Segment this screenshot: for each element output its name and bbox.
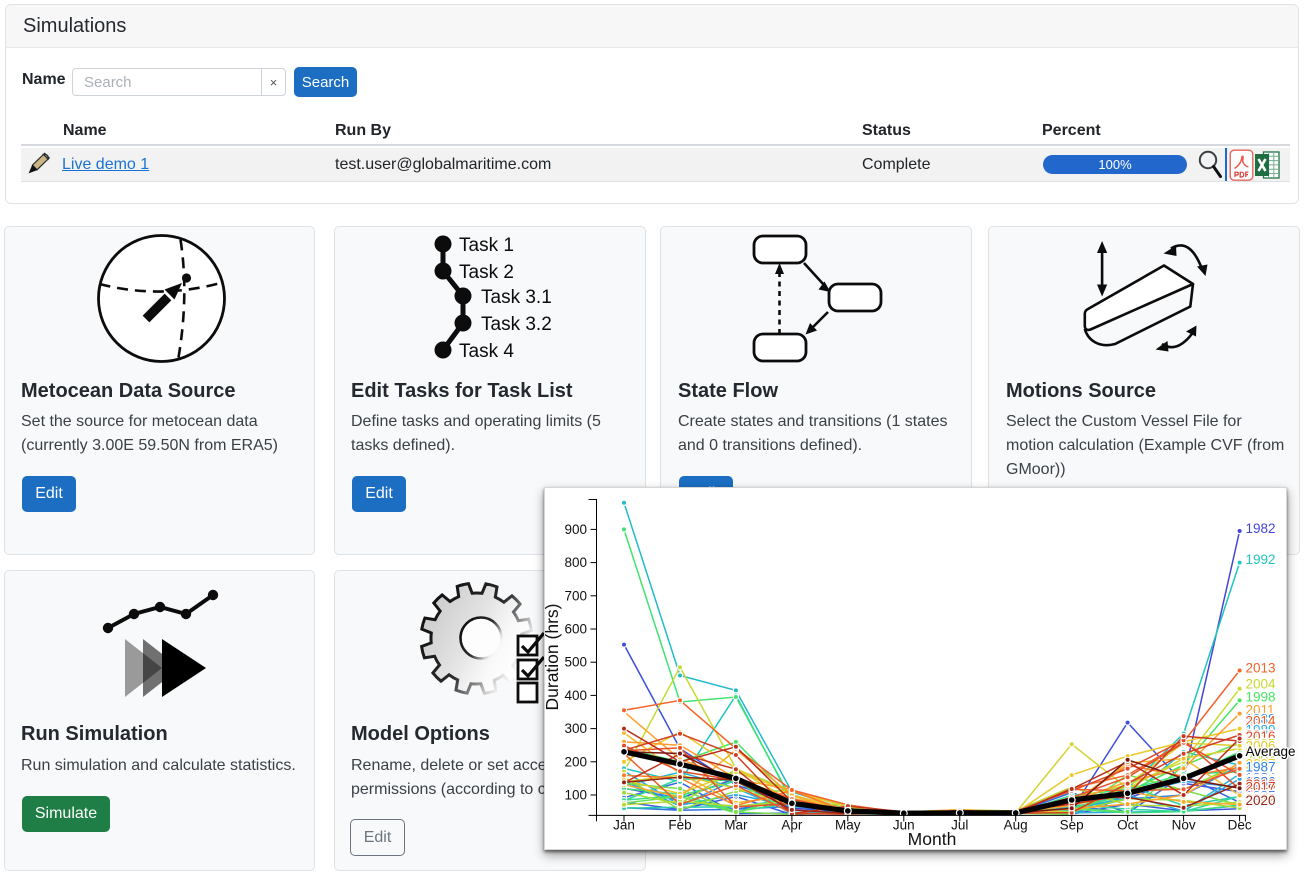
svg-text:300: 300	[564, 721, 587, 736]
svg-text:1988: 1988	[1246, 712, 1276, 727]
svg-text:1986: 1986	[1246, 775, 1276, 790]
svg-text:1989: 1989	[1246, 723, 1276, 738]
svg-text:200: 200	[564, 754, 587, 769]
svg-text:2005: 2005	[1246, 737, 1276, 752]
svg-text:2003: 2003	[1246, 751, 1276, 766]
svg-text:Average: Average	[1246, 744, 1296, 759]
svg-text:2013: 2013	[1246, 661, 1276, 676]
svg-text:Nov: Nov	[1172, 818, 1196, 833]
svg-text:2017: 2017	[1246, 780, 1276, 795]
svg-text:100: 100	[564, 788, 587, 803]
svg-text:1998: 1998	[1246, 690, 1276, 705]
svg-text:800: 800	[564, 555, 587, 570]
svg-text:1987: 1987	[1246, 760, 1276, 775]
svg-text:Dec: Dec	[1228, 818, 1252, 833]
svg-text:2014: 2014	[1246, 714, 1277, 729]
svg-text:2006: 2006	[1246, 739, 1276, 754]
svg-text:1984: 1984	[1246, 771, 1277, 786]
svg-text:Mar: Mar	[724, 818, 748, 833]
svg-text:Apr: Apr	[781, 818, 803, 833]
svg-text:1992: 1992	[1246, 552, 1276, 567]
svg-text:Sep: Sep	[1060, 818, 1084, 833]
svg-text:1995: 1995	[1246, 773, 1276, 788]
svg-text:Aug: Aug	[1004, 818, 1028, 833]
svg-text:Jan: Jan	[613, 818, 635, 833]
svg-text:600: 600	[564, 622, 587, 637]
svg-text:Oct: Oct	[1117, 818, 1138, 833]
svg-text:2010: 2010	[1246, 774, 1276, 789]
svg-text:2020: 2020	[1246, 793, 1276, 808]
svg-text:700: 700	[564, 588, 587, 603]
svg-text:Task 4: Task 4	[459, 341, 514, 362]
svg-text:Feb: Feb	[668, 818, 691, 833]
svg-text:Task 3.2: Task 3.2	[481, 314, 552, 335]
svg-text:2009: 2009	[1246, 791, 1276, 806]
svg-text:1999: 1999	[1246, 725, 1276, 740]
svg-text:2011: 2011	[1246, 703, 1275, 718]
svg-text:Jul: Jul	[951, 818, 968, 833]
svg-text:Task 1: Task 1	[459, 235, 514, 256]
svg-text:400: 400	[564, 688, 587, 703]
svg-text:2019: 2019	[1246, 728, 1276, 743]
svg-text:2018: 2018	[1246, 777, 1276, 792]
svg-text:Month: Month	[908, 829, 957, 849]
svg-text:2016: 2016	[1246, 729, 1276, 744]
svg-text:Duration (hrs): Duration (hrs)	[544, 604, 562, 711]
svg-text:Jun: Jun	[893, 818, 915, 833]
svg-text:May: May	[835, 818, 861, 833]
svg-text:Task 3.1: Task 3.1	[481, 287, 552, 308]
svg-text:500: 500	[564, 655, 587, 670]
svg-text:2012: 2012	[1246, 792, 1276, 807]
svg-text:2004: 2004	[1246, 677, 1277, 692]
svg-text:1985: 1985	[1246, 789, 1276, 804]
svg-text:900: 900	[564, 522, 587, 537]
svg-text:1982: 1982	[1246, 521, 1276, 536]
svg-text:Task 2: Task 2	[459, 262, 514, 283]
svg-text:2007: 2007	[1246, 757, 1276, 772]
